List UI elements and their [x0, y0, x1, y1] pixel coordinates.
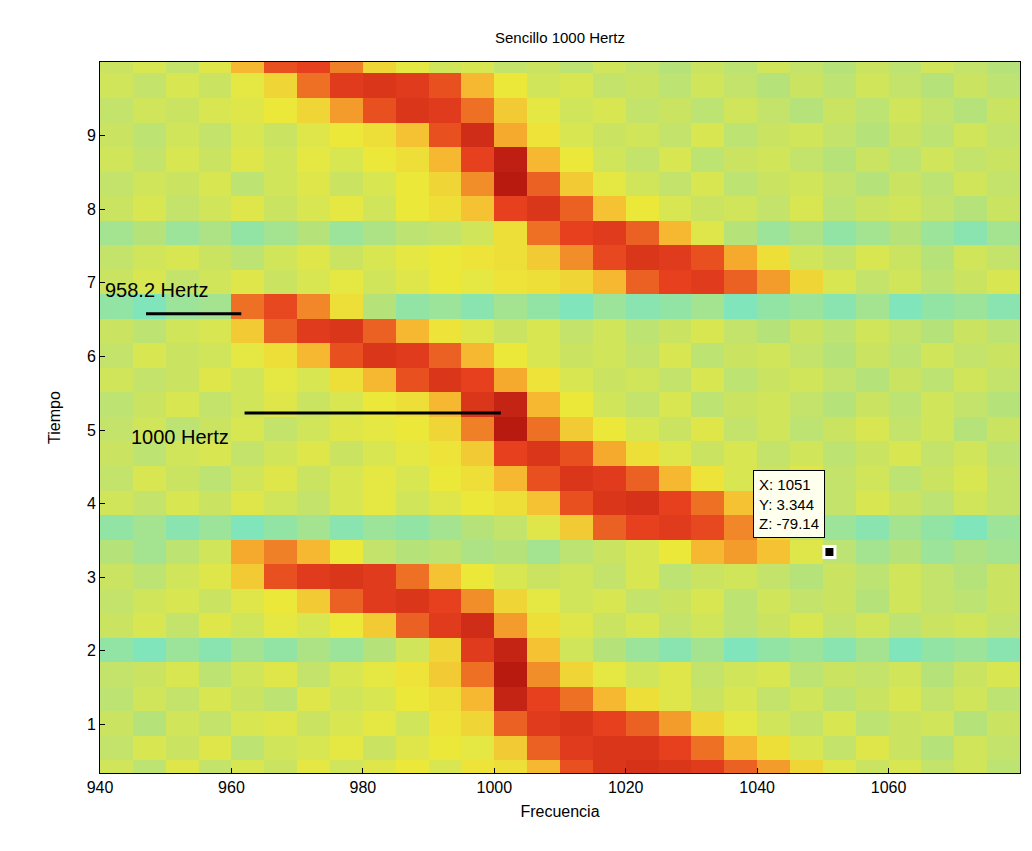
svg-text:1: 1 — [87, 716, 96, 733]
svg-text:Tiempo: Tiempo — [46, 391, 63, 444]
svg-text:5: 5 — [87, 422, 96, 439]
svg-text:6: 6 — [87, 348, 96, 365]
svg-text:3: 3 — [87, 569, 96, 586]
svg-text:1020: 1020 — [608, 779, 644, 796]
svg-text:958.2 Hertz: 958.2 Hertz — [105, 279, 208, 301]
svg-text:1000 Hertz: 1000 Hertz — [131, 426, 229, 448]
svg-text:Frecuencia: Frecuencia — [520, 803, 599, 820]
svg-text:X: 1051Y: 3.344Z: -79.14: X: 1051Y: 3.344Z: -79.14 — [759, 476, 819, 532]
svg-text:1060: 1060 — [871, 779, 907, 796]
svg-text:980: 980 — [350, 779, 377, 796]
svg-text:8: 8 — [87, 201, 96, 218]
svg-text:Sencillo 1000 Hertz: Sencillo 1000 Hertz — [495, 29, 625, 46]
svg-text:4: 4 — [87, 495, 96, 512]
svg-text:9: 9 — [87, 127, 96, 144]
svg-text:960: 960 — [218, 779, 245, 796]
svg-text:2: 2 — [87, 642, 96, 659]
svg-text:7: 7 — [87, 274, 96, 291]
svg-text:940: 940 — [87, 779, 114, 796]
svg-text:1000: 1000 — [476, 779, 512, 796]
svg-text:1040: 1040 — [739, 779, 775, 796]
